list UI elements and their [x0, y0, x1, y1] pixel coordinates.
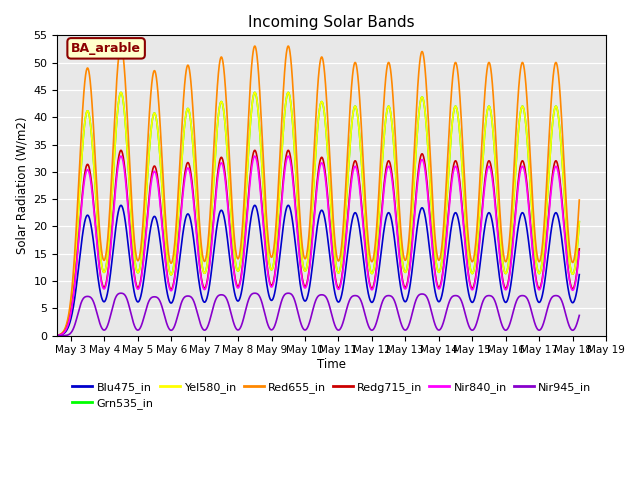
Title: Incoming Solar Bands: Incoming Solar Bands [248, 15, 415, 30]
Redg715_in [56, 332, 63, 338]
Red655_in [251, 43, 259, 49]
Blu475_in [56, 332, 63, 338]
Grn535_in [54, 333, 61, 338]
Yel580_in [251, 89, 259, 95]
Blu475_in [54, 333, 61, 338]
Line: Redg715_in: Redg715_in [58, 150, 579, 336]
Nir945_in [84, 294, 92, 300]
Redg715_in [75, 230, 83, 236]
Nir945_in [156, 298, 164, 304]
X-axis label: Time: Time [317, 358, 346, 371]
Yel580_in [75, 199, 83, 204]
Blu475_in [75, 261, 83, 267]
Yel580_in [548, 130, 556, 136]
Red655_in [54, 332, 61, 338]
Redg715_in [84, 163, 92, 168]
Nir840_in [548, 183, 556, 189]
Legend: Blu475_in, Grn535_in, Yel580_in, Red655_in, Redg715_in, Nir840_in, Nir945_in: Blu475_in, Grn535_in, Yel580_in, Red655_… [68, 377, 596, 413]
Grn535_in [308, 200, 316, 206]
Yel580_in [56, 332, 63, 337]
Grn535_in [156, 150, 164, 156]
Nir840_in [75, 234, 83, 240]
Grn535_in [56, 332, 63, 337]
Line: Grn535_in: Grn535_in [58, 92, 579, 336]
Red655_in [84, 67, 92, 73]
Nir840_in [54, 333, 61, 338]
Nir945_in [308, 308, 316, 314]
Red655_in [56, 332, 63, 337]
Yel580_in [156, 150, 164, 156]
Nir945_in [575, 312, 583, 318]
Red655_in [548, 91, 556, 97]
Grn535_in [75, 199, 83, 204]
Line: Yel580_in: Yel580_in [58, 92, 579, 336]
Blu475_in [308, 262, 316, 267]
Yel580_in [575, 219, 583, 225]
Redg715_in [54, 333, 61, 338]
Red655_in [308, 175, 316, 180]
Nir840_in [308, 235, 316, 240]
Redg715_in [251, 147, 259, 153]
Grn535_in [251, 89, 259, 95]
Grn535_in [548, 130, 556, 136]
Red655_in [75, 173, 83, 179]
Nir840_in [156, 198, 164, 204]
Redg715_in [156, 193, 164, 199]
Blu475_in [575, 272, 583, 277]
Yel580_in [84, 110, 92, 116]
Nir840_in [84, 168, 92, 174]
Redg715_in [548, 178, 556, 184]
Redg715_in [575, 246, 583, 252]
Line: Nir945_in: Nir945_in [58, 293, 579, 336]
Nir945_in [56, 333, 63, 338]
Blu475_in [84, 213, 92, 219]
Grn535_in [575, 219, 583, 225]
Yel580_in [54, 333, 61, 338]
Line: Blu475_in: Blu475_in [58, 205, 579, 336]
Blu475_in [156, 235, 164, 240]
Yel580_in [308, 200, 316, 206]
Line: Red655_in: Red655_in [58, 46, 579, 335]
Y-axis label: Solar Radiation (W/m2): Solar Radiation (W/m2) [15, 117, 28, 254]
Line: Nir840_in: Nir840_in [58, 156, 579, 336]
Nir945_in [117, 290, 125, 296]
Nir840_in [575, 249, 583, 254]
Blu475_in [548, 224, 556, 230]
Nir945_in [75, 307, 83, 312]
Nir840_in [56, 332, 63, 338]
Red655_in [575, 197, 583, 203]
Nir945_in [548, 295, 556, 300]
Redg715_in [308, 232, 316, 238]
Nir840_in [251, 153, 259, 159]
Blu475_in [251, 203, 259, 208]
Grn535_in [84, 110, 92, 116]
Text: BA_arable: BA_arable [71, 42, 141, 55]
Red655_in [156, 115, 164, 120]
Nir945_in [54, 333, 61, 338]
